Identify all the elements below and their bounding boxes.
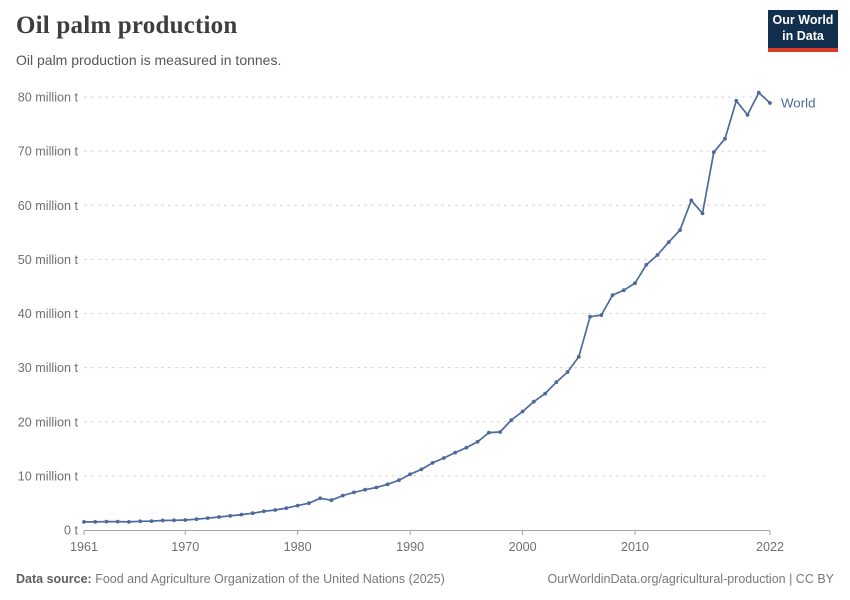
chart-title: Oil palm production: [16, 12, 238, 39]
data-point-marker[interactable]: [678, 228, 682, 233]
data-point-marker[interactable]: [768, 101, 772, 105]
data-point-marker[interactable]: [633, 281, 637, 286]
data-point-marker[interactable]: [554, 380, 559, 385]
world-series-line[interactable]: [83, 91, 771, 523]
owid-logo-line2: in Data: [782, 29, 824, 43]
x-axis-tick-label: 2000: [509, 540, 537, 554]
attribution-link[interactable]: OurWorldinData.org/agricultural-producti…: [547, 572, 834, 586]
x-axis-tick-label: 2010: [621, 540, 649, 554]
data-point-marker[interactable]: [217, 515, 221, 519]
data-point-marker[interactable]: [205, 516, 210, 520]
x-axis-tick-label: 1970: [171, 540, 199, 554]
data-point-marker[interactable]: [183, 518, 188, 522]
data-point-marker[interactable]: [295, 503, 300, 508]
data-point-marker[interactable]: [655, 253, 660, 257]
data-point-marker[interactable]: [397, 478, 401, 483]
y-axis-tick-label: 60 million t: [18, 199, 79, 213]
y-axis-tick-label: 40 million t: [18, 307, 79, 321]
data-point-marker[interactable]: [419, 467, 424, 472]
data-point-marker[interactable]: [149, 519, 154, 523]
data-point-marker[interactable]: [93, 520, 98, 524]
data-point-marker[interactable]: [599, 313, 604, 317]
data-point-marker[interactable]: [430, 461, 435, 465]
data-point-marker[interactable]: [194, 517, 199, 522]
data-source-label: Data source:: [16, 572, 92, 586]
data-point-marker[interactable]: [127, 520, 131, 524]
data-point-marker[interactable]: [385, 482, 390, 487]
data-point-marker[interactable]: [172, 518, 176, 523]
data-point-marker[interactable]: [82, 520, 86, 524]
data-point-marker[interactable]: [138, 519, 143, 524]
y-axis-tick-label: 30 million t: [18, 361, 79, 375]
owid-logo-line1: Our World: [772, 13, 834, 28]
data-point-marker[interactable]: [464, 445, 469, 450]
data-point-marker[interactable]: [374, 485, 379, 490]
data-point-marker[interactable]: [262, 509, 266, 514]
data-point-marker[interactable]: [531, 399, 536, 404]
data-point-marker[interactable]: [487, 430, 491, 435]
chart-subtitle: Oil palm production is measured in tonne…: [16, 52, 282, 68]
data-point-marker[interactable]: [453, 450, 457, 455]
owid-logo[interactable]: Our World in Data: [768, 10, 838, 52]
x-axis-tick-label: 1961: [70, 540, 98, 554]
y-axis-tick-label: 80 million t: [18, 91, 79, 105]
data-point-marker[interactable]: [250, 511, 255, 516]
y-axis-tick-label: 20 million t: [18, 415, 79, 429]
data-point-marker[interactable]: [284, 506, 289, 510]
y-axis-tick-label: 50 million t: [18, 253, 79, 267]
data-point-marker[interactable]: [520, 409, 525, 414]
data-point-marker[interactable]: [756, 90, 761, 95]
data-point-marker[interactable]: [588, 314, 592, 319]
x-axis-tick-label: 1990: [396, 540, 424, 554]
x-axis-tick-label: 1980: [284, 540, 312, 554]
data-point-marker[interactable]: [576, 354, 581, 359]
y-axis-tick-label: 70 million t: [18, 145, 79, 159]
data-point-marker[interactable]: [104, 519, 109, 524]
data-point-marker[interactable]: [408, 472, 412, 477]
data-source-note: Data source: Food and Agriculture Organi…: [16, 572, 445, 586]
data-point-marker[interactable]: [610, 293, 615, 297]
data-point-marker[interactable]: [689, 198, 694, 203]
data-point-marker[interactable]: [160, 518, 165, 523]
data-point-marker[interactable]: [318, 496, 323, 501]
data-point-marker[interactable]: [239, 512, 244, 517]
data-point-marker[interactable]: [307, 501, 311, 506]
data-point-marker[interactable]: [442, 456, 446, 460]
data-point-marker[interactable]: [352, 490, 356, 495]
data-point-marker[interactable]: [363, 487, 367, 492]
data-point-marker[interactable]: [498, 430, 502, 434]
data-point-marker[interactable]: [723, 136, 727, 141]
data-point-marker[interactable]: [273, 508, 278, 512]
x-axis-tick-label: 2022: [756, 540, 784, 554]
data-point-marker[interactable]: [700, 211, 705, 216]
data-point-marker[interactable]: [621, 288, 626, 293]
data-point-marker[interactable]: [329, 498, 334, 503]
data-point-marker[interactable]: [711, 150, 716, 155]
data-point-marker[interactable]: [228, 514, 233, 518]
data-source-text: Food and Agriculture Organization of the…: [95, 572, 445, 586]
data-point-marker[interactable]: [543, 391, 547, 396]
data-point-marker[interactable]: [475, 439, 480, 444]
data-point-marker[interactable]: [115, 519, 120, 524]
data-point-marker[interactable]: [745, 113, 750, 117]
world-series-label[interactable]: World: [781, 95, 815, 110]
data-point-marker[interactable]: [734, 98, 739, 103]
chart-footer: Data source: Food and Agriculture Organi…: [16, 572, 834, 590]
y-axis-tick-label: 10 million t: [18, 469, 79, 483]
data-point-marker[interactable]: [565, 370, 570, 374]
data-point-marker[interactable]: [666, 240, 671, 245]
y-axis-tick-label: 0 t: [64, 524, 79, 538]
data-point-marker[interactable]: [509, 418, 514, 422]
data-point-marker[interactable]: [340, 493, 345, 498]
data-point-marker[interactable]: [644, 262, 649, 267]
